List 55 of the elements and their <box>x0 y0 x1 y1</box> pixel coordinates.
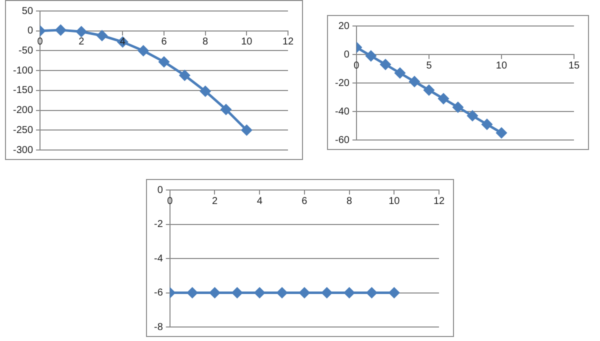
y-tick-label: -50 <box>18 45 34 56</box>
y-tick-label: 0 <box>27 26 34 37</box>
y-tick-label: 50 <box>22 6 34 17</box>
point <box>158 56 170 68</box>
x-tick-label: 2 <box>212 196 218 207</box>
y-tick-label: -100 <box>13 65 34 76</box>
y-tick-label: -6 <box>154 288 164 298</box>
point <box>179 70 190 81</box>
point <box>55 24 66 36</box>
point <box>424 84 434 96</box>
x-tick-label: 0 <box>37 36 44 48</box>
x-tick-label: 2 <box>78 36 85 48</box>
x-tick-label: 12 <box>433 196 445 207</box>
x-tick-label: 8 <box>346 196 353 207</box>
x-tick-label: 4 <box>120 36 126 48</box>
y-tick-label: -40 <box>335 106 350 118</box>
point <box>394 68 406 78</box>
x-tick-label: 10 <box>241 36 253 48</box>
y-tick-label: -200 <box>13 105 34 116</box>
point <box>76 26 87 37</box>
x-tick-label: 10 <box>388 196 400 207</box>
x-tick-label: 6 <box>161 36 168 48</box>
x-tick-label: 4 <box>256 196 263 207</box>
y-tick-label: -8 <box>154 322 164 333</box>
y-tick-label: -60 <box>335 134 350 146</box>
x-tick-label: 6 <box>302 196 308 207</box>
point <box>482 119 492 130</box>
x-tick-label: 12 <box>282 36 294 48</box>
x-tick-label: 15 <box>568 60 580 72</box>
y-tick-label: -150 <box>13 85 34 96</box>
point <box>452 102 464 112</box>
point <box>138 45 149 56</box>
x-tick-label: 8 <box>202 36 209 48</box>
x-tick-label: 5 <box>426 60 432 72</box>
point <box>496 128 507 138</box>
point <box>366 50 376 62</box>
x-tick-label: 0 <box>167 196 174 207</box>
y-tick-label: -20 <box>335 78 350 89</box>
point <box>438 93 449 104</box>
point <box>241 124 252 136</box>
y-tick-label: -4 <box>154 253 164 264</box>
y-tick-label: 0 <box>344 49 350 60</box>
point <box>467 110 478 122</box>
y-tick-label: -250 <box>13 124 34 136</box>
x-tick-label: 0 <box>354 60 360 72</box>
point <box>409 76 420 87</box>
x-tick-label: 10 <box>496 60 508 72</box>
point <box>220 104 232 115</box>
y-tick-label: -300 <box>13 144 34 156</box>
y-tick-label: 20 <box>338 20 350 32</box>
y-tick-label: -2 <box>154 219 164 230</box>
point <box>200 86 211 96</box>
point <box>96 30 108 41</box>
y-tick-label: 0 <box>157 184 164 196</box>
point <box>380 59 391 70</box>
